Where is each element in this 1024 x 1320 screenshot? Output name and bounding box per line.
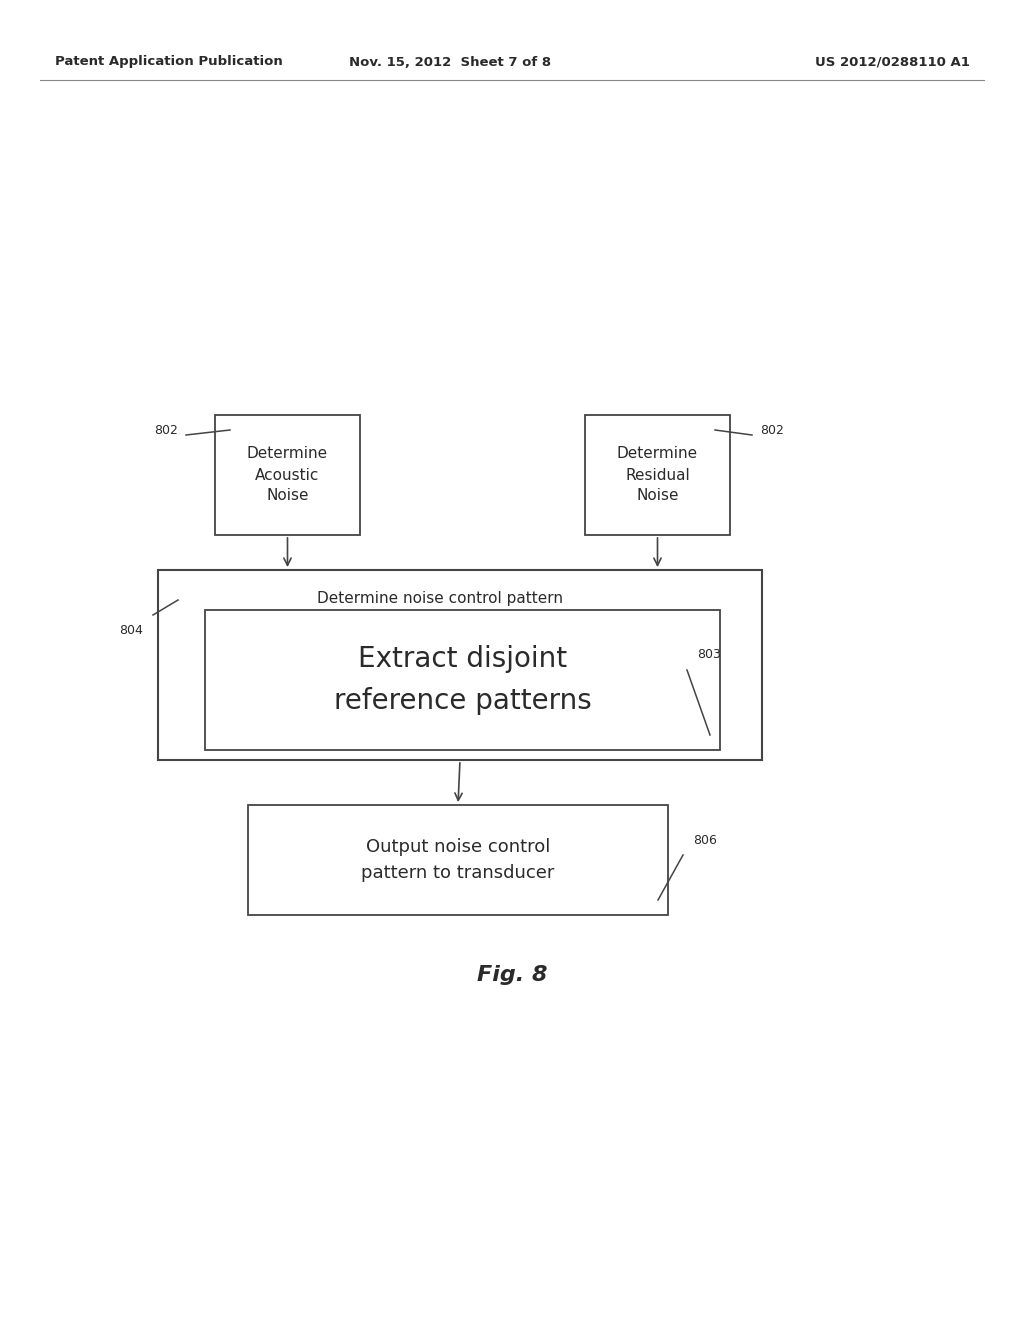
Text: Extract disjoint
reference patterns: Extract disjoint reference patterns	[334, 645, 592, 714]
Text: Nov. 15, 2012  Sheet 7 of 8: Nov. 15, 2012 Sheet 7 of 8	[349, 55, 551, 69]
Text: Patent Application Publication: Patent Application Publication	[55, 55, 283, 69]
Text: 804: 804	[119, 623, 143, 636]
Text: 802: 802	[155, 424, 178, 437]
Bar	[585, 414, 730, 535]
Bar	[158, 570, 762, 760]
Text: 806: 806	[693, 833, 717, 846]
Text: Output noise control
pattern to transducer: Output noise control pattern to transduc…	[361, 838, 555, 882]
Text: Determine noise control pattern: Determine noise control pattern	[317, 590, 563, 606]
Text: Determine
Acoustic
Noise: Determine Acoustic Noise	[247, 446, 328, 503]
Bar	[205, 610, 720, 750]
Text: US 2012/0288110 A1: US 2012/0288110 A1	[815, 55, 970, 69]
Text: Determine
Residual
Noise: Determine Residual Noise	[616, 446, 698, 503]
Bar	[215, 414, 360, 535]
Text: 802: 802	[760, 424, 784, 437]
Text: 803: 803	[697, 648, 721, 661]
Text: Fig. 8: Fig. 8	[477, 965, 547, 985]
Bar	[248, 805, 668, 915]
